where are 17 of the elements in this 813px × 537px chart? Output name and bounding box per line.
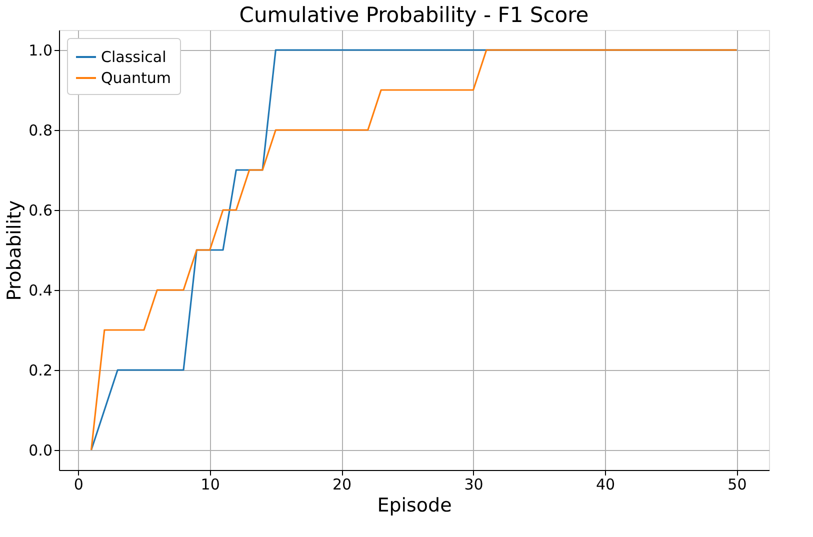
y-tick-label: 0.0 [28,442,52,460]
y-tick-label: 0.6 [28,202,52,220]
x-tick-label: 30 [464,476,484,494]
y-tick-label: 0.8 [28,122,52,140]
y-axis-title: Probability [4,200,26,301]
y-tick-label: 1.0 [28,42,52,60]
x-tick-label: 0 [74,476,84,494]
y-tick-label: 0.2 [28,362,52,380]
y-tick-label: 0.4 [28,282,52,300]
x-tick-label: 20 [332,476,352,494]
x-tick-label: 50 [728,476,747,494]
chart-title: Cumulative Probability - F1 Score [239,3,589,27]
x-tick-label: 40 [596,476,616,494]
x-tick-label: 10 [200,476,220,494]
x-axis-title: Episode [377,494,452,516]
legend-label: Classical [101,48,166,66]
legend-label: Quantum [101,69,172,87]
